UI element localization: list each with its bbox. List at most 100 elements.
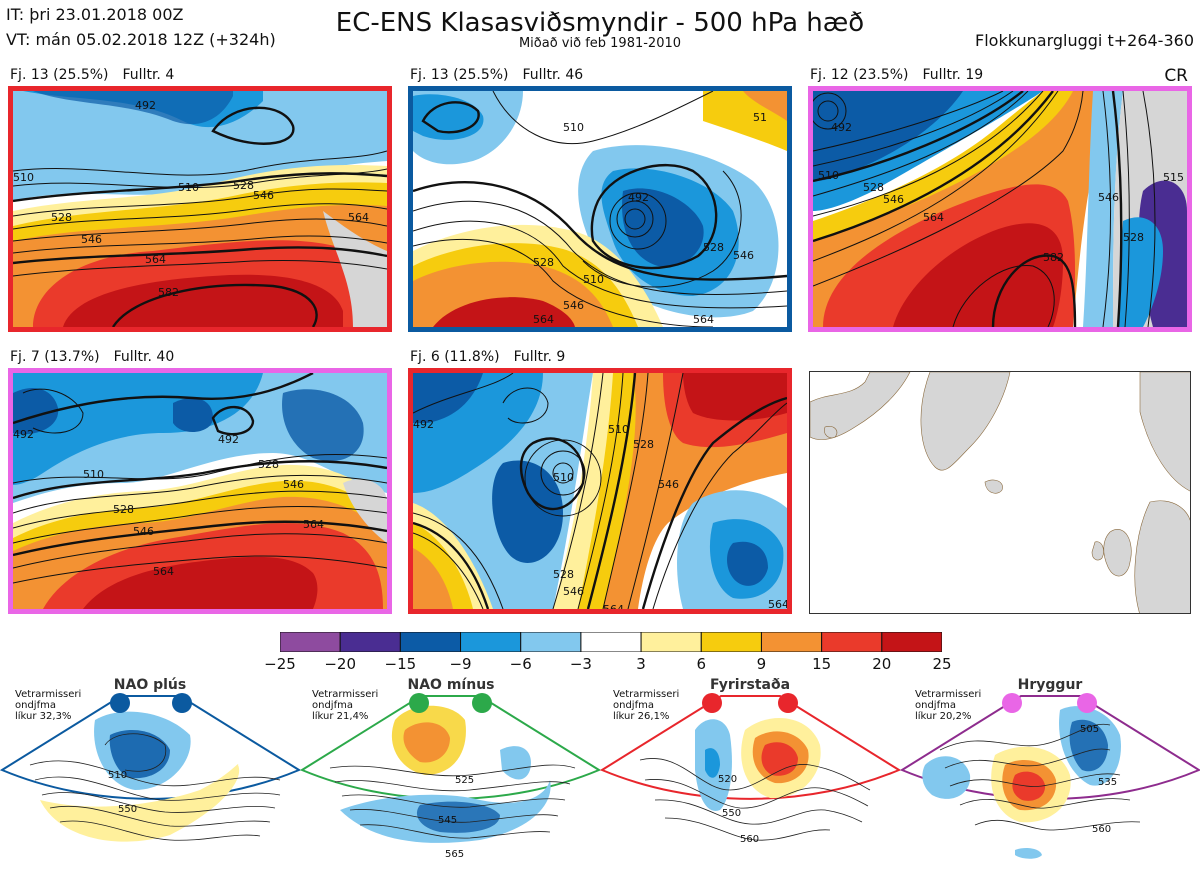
issue-time: IT: þri 23.01.2018 00Z xyxy=(6,5,184,24)
colorbar-bin-5 xyxy=(580,631,642,653)
colorbar-tick-10: 20 xyxy=(872,655,892,673)
cluster-1-map: 492 510 528 546 564 582 510 528 546 564 xyxy=(8,86,392,332)
page-subtitle: Miðað við feb 1981-2010 xyxy=(518,36,682,51)
colorbar-tick-7: 6 xyxy=(696,655,707,673)
c2-label-5: 564 xyxy=(533,313,554,326)
page-title: EC-ENS Klasasviðsmyndir - 500 hPa hæð xyxy=(335,8,865,38)
cluster-2-map: 510 492 528 510 546 564 528 546 564 51 xyxy=(408,86,792,332)
c1-label-9: 564 xyxy=(348,211,369,224)
regime-nao-plus-map: 510 550 xyxy=(0,693,302,842)
colorbar-bin-0 xyxy=(279,631,341,653)
colorbar-tick-9: 15 xyxy=(812,655,832,673)
regime-maps: 510 550 525 545 565 xyxy=(0,693,1200,860)
colorbar-bin-1 xyxy=(339,631,401,653)
cluster-1-title: Fj. 13 (25.5%) xyxy=(10,67,109,83)
regime-nao-minus-label-2: 565 xyxy=(445,849,464,860)
colorbar-bin-3 xyxy=(460,631,522,653)
c4-label-6: 528 xyxy=(258,458,279,471)
cluster-2-rep: Fulltr. 46 xyxy=(522,67,584,83)
colorbar-bin-8 xyxy=(760,631,823,653)
c4-label-1: 510 xyxy=(83,468,104,481)
c2-label-7: 546 xyxy=(733,249,754,262)
colorbar-tick-5: −3 xyxy=(569,655,592,673)
c3-label-7: 528 xyxy=(1123,231,1144,244)
cluster-1-label: Fj. 13 (25.5%) Fulltr. 4 xyxy=(10,67,174,83)
cluster-3-rep: Fulltr. 19 xyxy=(922,67,984,83)
regime-nao-minus-marker-1 xyxy=(409,693,429,713)
c4-label-8: 564 xyxy=(303,518,324,531)
c2-label-1: 492 xyxy=(628,191,649,204)
regime-ridge-marker-2 xyxy=(1077,693,1097,713)
cluster-5-title: Fj. 6 (11.8%) xyxy=(410,349,500,365)
c1-label-1: 510 xyxy=(178,181,199,194)
cluster-4-label: Fj. 7 (13.7%) Fulltr. 40 xyxy=(10,349,174,365)
c2-label-4: 546 xyxy=(563,299,584,312)
c3-label-5: 582 xyxy=(1043,251,1064,264)
c4-label-5: 492 xyxy=(218,433,239,446)
c3-label-3: 546 xyxy=(883,193,904,206)
colorbar-tick-4: −6 xyxy=(509,655,532,673)
cluster-4-map: 492 510 528 546 564 492 528 546 564 xyxy=(8,368,392,614)
cluster-3-title: Fj. 12 (23.5%) xyxy=(810,67,909,83)
regime-blocking-label-1: 550 xyxy=(722,808,741,819)
c4-label-0: 492 xyxy=(13,428,34,441)
cluster-3-label: Fj. 12 (23.5%) Fulltr. 19 xyxy=(810,67,983,83)
c1-label-3: 546 xyxy=(81,233,102,246)
c4-label-3: 546 xyxy=(133,525,154,538)
note-line: Vetrarmisseri xyxy=(613,689,680,700)
c5-label-4: 564 xyxy=(603,603,624,609)
colorbar-bins xyxy=(279,631,943,653)
regime-nao-minus-label-1: 545 xyxy=(438,815,457,826)
c1-label-4: 564 xyxy=(145,253,166,266)
note-line: ondjfma xyxy=(312,700,353,711)
colorbar-tick-1: −20 xyxy=(324,655,356,673)
c5-label-6: 546 xyxy=(563,585,584,598)
colorbar-tick-8: 9 xyxy=(756,655,767,673)
regime-nao-plus-name: NAO plús xyxy=(113,677,187,693)
c5-label-3: 546 xyxy=(658,478,679,491)
c1-label-6: 510 xyxy=(13,171,34,184)
regime-blocking-label-0: 520 xyxy=(718,774,737,785)
regime-nao-plus-marker-2 xyxy=(172,693,192,713)
c5-label-0: 492 xyxy=(413,418,434,431)
c5-label-7: 510 xyxy=(553,471,574,484)
classification-window: Flokkunargluggi t+264-360 xyxy=(975,31,1194,50)
note-line: ondjfma xyxy=(613,700,654,711)
regime-blocking-marker-1 xyxy=(702,693,722,713)
regime-nao-plus-marker-1 xyxy=(110,693,130,713)
regime-ridge-label-1: 535 xyxy=(1098,777,1117,788)
colorbar-bin-7 xyxy=(700,631,762,653)
colorbar xyxy=(279,631,943,653)
cluster-5-label: Fj. 6 (11.8%) Fulltr. 9 xyxy=(410,349,565,365)
note-line: Vetrarmisseri xyxy=(15,689,82,700)
c5-label-1: 510 xyxy=(608,423,629,436)
cluster-1-rep: Fulltr. 4 xyxy=(122,67,175,83)
note-line: líkur 20,2% xyxy=(915,711,972,722)
c2-label-0: 510 xyxy=(563,121,584,134)
regime-nao-minus-marker-2 xyxy=(472,693,492,713)
colorbar-bin-4 xyxy=(520,631,582,653)
regime-nao-plus-note: Vetrarmisseri ondjfma líkur 32,3% xyxy=(15,689,81,722)
note-line: líkur 21,4% xyxy=(312,711,369,722)
c3-label-6: 546 xyxy=(1098,191,1119,204)
reference-map xyxy=(809,371,1191,614)
colorbar-tick-11: 25 xyxy=(932,655,952,673)
note-line: líkur 26,1% xyxy=(613,711,670,722)
c1-label-2: 528 xyxy=(51,211,72,224)
c2-label-2: 528 xyxy=(533,256,554,269)
regime-blocking-label-2: 560 xyxy=(740,834,759,845)
cluster-4-title: Fj. 7 (13.7%) xyxy=(10,349,100,365)
c2-label-6: 528 xyxy=(703,241,724,254)
colorbar-bin-2 xyxy=(399,631,462,653)
c1-label-0: 492 xyxy=(135,99,156,112)
note-line: ondjfma xyxy=(15,700,56,711)
regime-ridge-name: Hryggur xyxy=(1017,677,1083,693)
colorbar-bin-10 xyxy=(881,631,943,653)
corner-label: CR xyxy=(1164,66,1188,86)
c4-label-2: 528 xyxy=(113,503,134,516)
cluster-5-rep: Fulltr. 9 xyxy=(513,349,566,365)
c3-label-8: 515 xyxy=(1163,171,1184,184)
valid-time: VT: mán 05.02.2018 12Z (+324h) xyxy=(6,30,276,49)
colorbar-bin-9 xyxy=(821,631,883,653)
regime-ridge-label-0: 505 xyxy=(1080,724,1099,735)
